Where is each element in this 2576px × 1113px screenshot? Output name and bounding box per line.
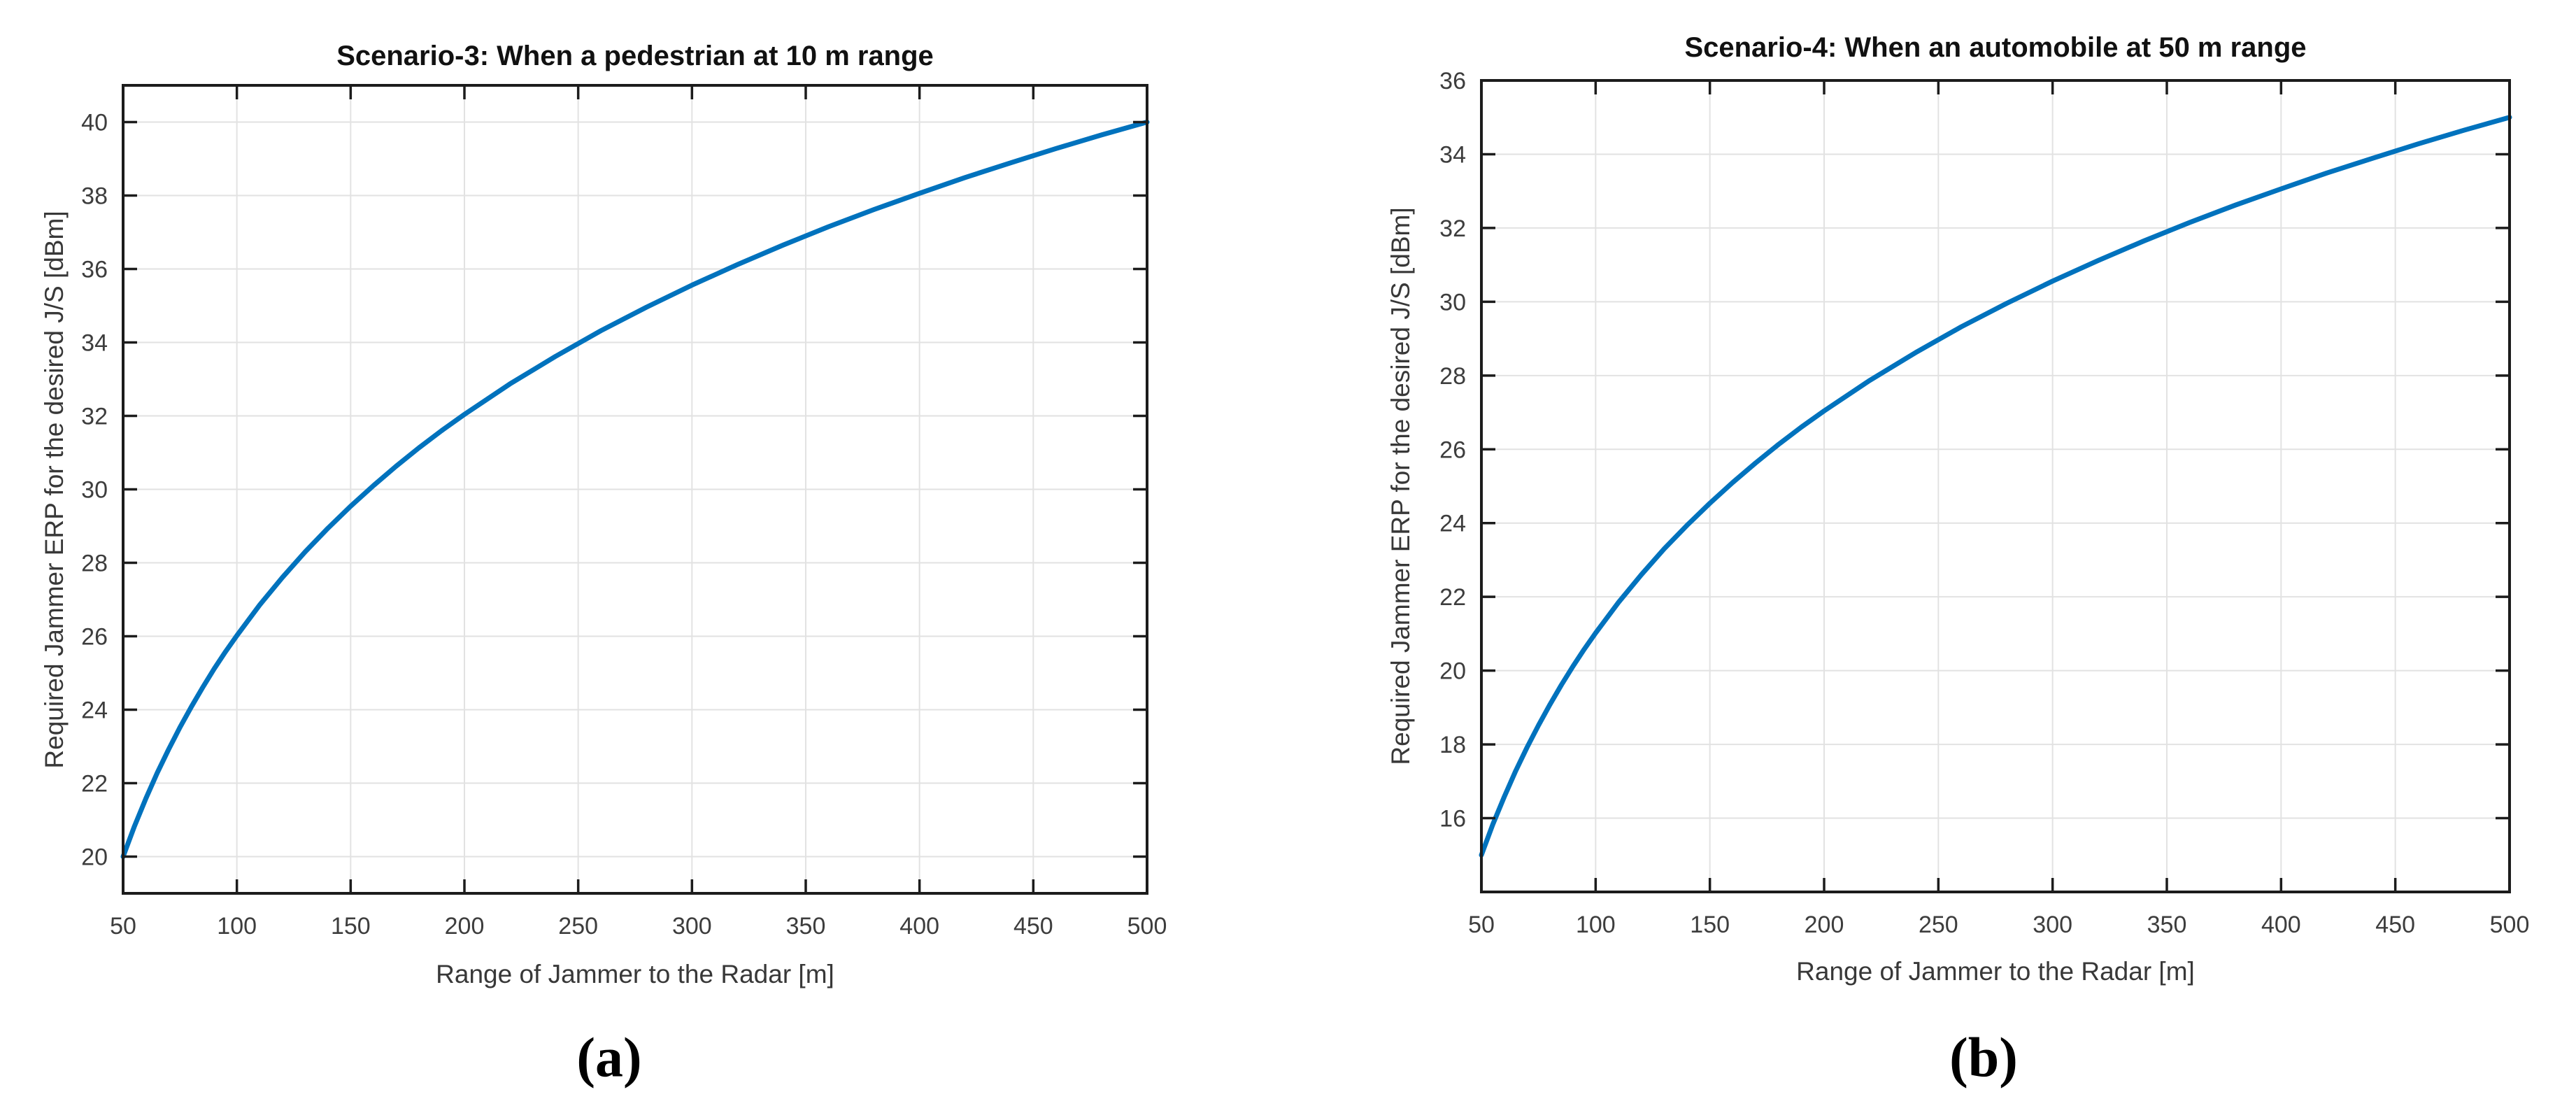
x-tick-label: 450 (2375, 912, 2415, 938)
chart-title: Scenario-4: When an automobile at 50 m r… (1684, 32, 2307, 63)
y-tick-label: 18 (1439, 732, 1466, 758)
x-tick-label: 300 (2033, 912, 2072, 938)
y-tick-label: 26 (1439, 437, 1466, 463)
x-tick-label: 400 (2261, 912, 2301, 938)
y-tick-label: 32 (1439, 215, 1466, 242)
x-axis-label: Range of Jammer to the Radar [m] (1796, 957, 2195, 986)
x-tick-label: 400 (899, 913, 939, 940)
y-tick-label: 34 (81, 330, 108, 357)
y-tick-label: 28 (1439, 363, 1466, 390)
x-tick-label: 350 (786, 913, 826, 940)
y-tick-label: 36 (1439, 68, 1466, 94)
x-tick-label: 450 (1013, 913, 1053, 940)
plot-area-scenario-4: 50 100 150 200 250 300 350 400 450 500 16 18 20 22 24 2… (1439, 68, 2530, 938)
y-tick-label: 22 (1439, 584, 1466, 611)
x-tick-label: 500 (1127, 913, 1167, 940)
x-tick-label: 200 (1805, 912, 1844, 938)
y-tick-label: 40 (81, 110, 108, 136)
data-series-line (1479, 115, 2512, 858)
x-tick-label: 250 (558, 913, 598, 940)
x-tick-label: 200 (445, 913, 485, 940)
x-axis-label: Range of Jammer to the Radar [m] (436, 960, 834, 988)
plot-area-scenario-3: 50 100 150 200 250 300 350 400 450 500 20 22 24 26 28 3… (81, 84, 1167, 940)
x-tick-label: 350 (2147, 912, 2187, 938)
x-tick-label: 50 (110, 913, 136, 940)
x-tick-label: 150 (1690, 912, 1730, 938)
y-tick-label: 22 (81, 771, 108, 797)
panel-letter-a: (a) (576, 1027, 642, 1089)
y-tick-label: 20 (1439, 658, 1466, 685)
x-tick-label: 100 (1576, 912, 1616, 938)
y-tick-label: 20 (81, 844, 108, 871)
y-tick-label: 36 (81, 257, 108, 283)
y-axis-label: Required Jammer ERP for the desired J/S … (1386, 207, 1415, 765)
x-tick-label: 50 (1468, 912, 1495, 938)
y-tick-label: 30 (81, 477, 108, 504)
axes-frame (1480, 79, 2511, 893)
y-tick-label: 32 (81, 404, 108, 430)
x-tick-label: 300 (672, 913, 712, 940)
chart-scenario-4: 50 100 150 200 250 300 350 400 450 500 16 18 20 22 24 2… (1288, 0, 2576, 1113)
x-tick-label: 250 (1919, 912, 1958, 938)
x-tick-label: 500 (2490, 912, 2530, 938)
axes-frame (122, 84, 1148, 895)
chart-scenario-3: 50 100 150 200 250 300 350 400 450 500 20 22 24 26 28 3… (40, 41, 1167, 1089)
x-tick-label: 100 (217, 913, 257, 940)
y-tick-label: 26 (81, 624, 108, 651)
y-tick-label: 30 (1439, 289, 1466, 316)
y-tick-label: 38 (81, 183, 108, 210)
panel-letter-b: (b) (1949, 1027, 2018, 1089)
y-tick-label: 16 (1439, 806, 1466, 832)
y-tick-label: 28 (81, 551, 108, 577)
y-tick-label: 34 (1439, 141, 1466, 168)
y-axis-label: Required Jammer ERP for the desired J/S … (40, 211, 69, 769)
y-tick-label: 24 (81, 697, 108, 724)
data-series-line (120, 120, 1150, 859)
chart-title: Scenario-3: When a pedestrian at 10 m ra… (336, 41, 934, 71)
x-tick-label: 150 (331, 913, 371, 940)
y-tick-label: 24 (1439, 511, 1466, 537)
